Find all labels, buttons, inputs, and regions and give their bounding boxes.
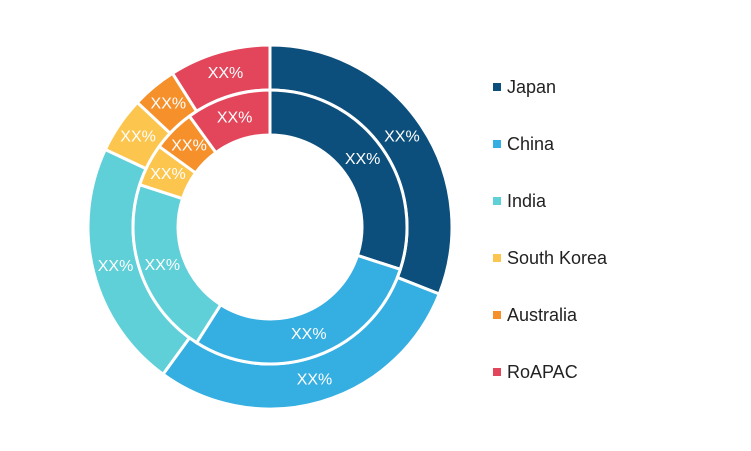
inner-ring	[131, 88, 409, 366]
legend-label: South Korea	[507, 247, 608, 268]
inner-slice-label: XX%	[171, 137, 207, 154]
legend-label: India	[507, 190, 547, 211]
legend-item-japan: Japan	[493, 75, 556, 99]
inner-slice-label: XX%	[144, 257, 180, 274]
outer-ring	[86, 43, 454, 411]
inner-slice-label: XX%	[217, 109, 253, 126]
legend-swatch	[493, 368, 501, 376]
outer-slice-label: XX%	[120, 129, 156, 146]
outer-slice-label: XX%	[151, 95, 187, 112]
outer-slice-label: XX%	[208, 65, 244, 82]
legend-swatch	[493, 311, 501, 319]
outer-slice-label: XX%	[98, 258, 134, 275]
outer-slice-label: XX%	[297, 371, 333, 388]
legend-swatch	[493, 254, 501, 262]
outer-slice-label: XX%	[384, 129, 420, 146]
legend-item-india: India	[493, 189, 546, 213]
inner-slice-label: XX%	[345, 151, 381, 168]
legend-item-china: China	[493, 132, 554, 156]
inner-slice-label: XX%	[291, 326, 327, 343]
legend-item-roapac: RoAPAC	[493, 360, 578, 384]
inner-slice-japan	[268, 88, 409, 272]
inner-slice-label: XX%	[150, 166, 186, 183]
legend-label: Australia	[507, 304, 578, 325]
inner-slice-china	[194, 253, 403, 366]
slice-labels: XX%XX%XX%XX%XX%XX%XX%XX%XX%XX%XX%XX%	[98, 65, 420, 388]
legend-label: RoAPAC	[507, 361, 578, 382]
legend-label: Japan	[507, 76, 557, 97]
legend-swatch	[493, 197, 501, 205]
legend-item-south-korea: South Korea	[493, 246, 607, 270]
legend-item-australia: Australia	[493, 303, 577, 327]
legend-swatch	[493, 140, 501, 148]
inner-slice-roapac	[187, 88, 272, 155]
legend-label: China	[507, 133, 555, 154]
legend-swatch	[493, 83, 501, 91]
